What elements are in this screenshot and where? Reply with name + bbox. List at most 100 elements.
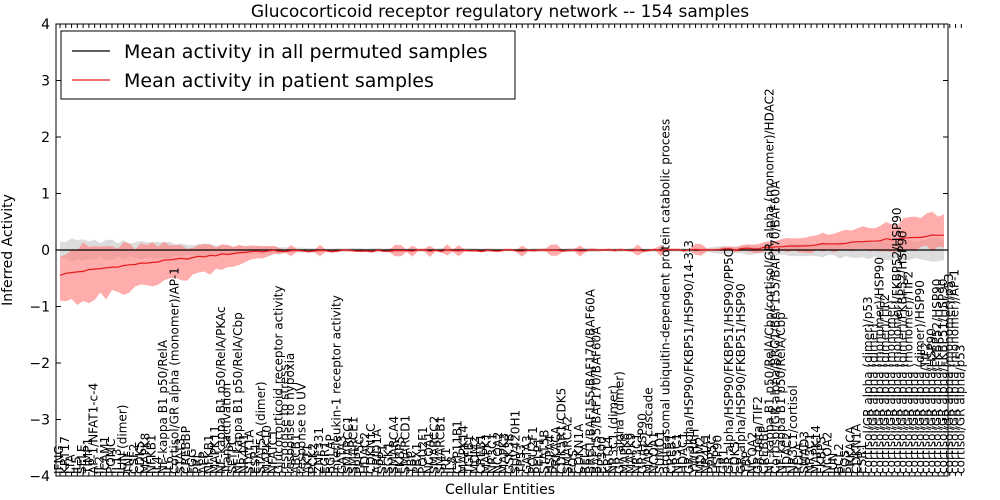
x-tick-label: response to hypoxia bbox=[283, 353, 297, 474]
x-tick-label: CDKN1A bbox=[849, 423, 863, 474]
x-tick-label: cortisol/GR alpha (monomer)/AP-1 bbox=[948, 269, 962, 474]
x-tick-label: NFKB1 bbox=[144, 434, 158, 474]
x-tick-label: TP53 bbox=[514, 444, 528, 475]
x-tick-label: IL5 bbox=[69, 456, 83, 474]
x-tick-label: cortisol/GR alpha (monomer)/TIF2 bbox=[901, 271, 915, 474]
y-tick-label: 4 bbox=[41, 17, 50, 33]
y-tick-label: −1 bbox=[29, 300, 50, 316]
x-tick-label: GR1 bbox=[716, 449, 730, 474]
x-tick-label: cortisol/GR alpha (dimer)/FKBP52/HSP90 bbox=[896, 231, 910, 474]
y-tick-label: 1 bbox=[41, 187, 50, 203]
x-tick-label: LTA bbox=[64, 454, 78, 474]
x-tick-label: cortisol/GR alpha bbox=[907, 371, 921, 474]
x-tick-label: AKT1 bbox=[300, 444, 314, 474]
x-tick-label: SUV420H1 bbox=[508, 410, 522, 474]
x-tick-label: RELA bbox=[578, 442, 592, 474]
x-tick-label: GSK3B bbox=[503, 433, 517, 474]
x-tick-label: SGK1 bbox=[381, 442, 395, 474]
x-tick-label: MAPK8 bbox=[139, 433, 153, 474]
x-tick-label: TBP bbox=[740, 451, 754, 475]
x-tick-label: HDAC1 bbox=[676, 432, 690, 474]
x-tick-label: cortisol/GR alpha (monomer)/HSP90 bbox=[872, 257, 886, 474]
x-tick-label: NFATC1 bbox=[266, 429, 280, 474]
x-tick-label: NR3C1/cortisol bbox=[786, 385, 800, 474]
x-tick-label: ICAM1 bbox=[98, 436, 112, 474]
x-tick-label: YWHAH bbox=[688, 429, 702, 475]
x-tick-label: NF-kappa B1 p50/RelA/PKAc bbox=[214, 306, 228, 474]
x-tick-label: NCOA1 bbox=[647, 432, 661, 474]
x-tick-label: SMARCD1 bbox=[399, 415, 413, 474]
x-tick-label: SMARCE1 bbox=[347, 416, 361, 474]
x-tick-label: NF-kappa B1 p50/RelA/Cbp bbox=[774, 312, 788, 474]
x-tick-label: HDAC2 bbox=[358, 432, 372, 474]
x-tick-label: SMARCC1 bbox=[341, 416, 355, 474]
x-tick-label: BCL2 bbox=[832, 443, 846, 474]
x-tick-label: IL4 bbox=[150, 456, 164, 474]
x-tick-label: IRF1 bbox=[439, 448, 453, 474]
legend-box bbox=[60, 30, 516, 100]
x-tick-label: KRT17 bbox=[58, 436, 72, 474]
x-axis-label: Cellular Entities bbox=[445, 482, 555, 498]
x-tick-label: KRT14 bbox=[601, 436, 615, 474]
plot-area bbox=[56, 211, 948, 305]
x-tick-label: CYP11B1 bbox=[451, 420, 465, 474]
x-tick-label: ZNF331 bbox=[312, 427, 326, 474]
x-tick-label: cortisol/GR alpha/FKBP51/HSP90 bbox=[936, 279, 950, 474]
x-tick-label: MAPK8 bbox=[618, 433, 632, 474]
x-tick-label: cortisol/GR alpha (monomer)/FKBP52/HSP90 bbox=[890, 207, 904, 474]
x-tick-label: GATA3 bbox=[520, 435, 534, 474]
x-tick-label: MAPK3 bbox=[497, 433, 511, 474]
x-tick-label: cortisol/GR alpha (monomer) bbox=[884, 300, 898, 474]
x-tick-label: GR alpha/HSP90/FKBP51/HSP90/14-3-3 bbox=[682, 240, 696, 474]
x-tick-label: CDKN1A bbox=[572, 423, 586, 474]
x-tick-label: response to UV bbox=[295, 382, 309, 474]
x-tick-label: CREBBP bbox=[179, 426, 193, 474]
x-tick-label: AFP bbox=[196, 452, 210, 474]
y-axis-ticks: −4 −3 −2 −1 0 1 2 3 4 bbox=[29, 17, 948, 485]
x-tick-label: SFTPC bbox=[225, 437, 239, 474]
x-tick-label: STAT3 bbox=[173, 438, 187, 474]
x-tick-label: cortisol/GR alpha (dimer)/HSP90 bbox=[913, 280, 927, 474]
legend-label-patient: Mean activity in patient samples bbox=[124, 70, 434, 92]
x-tick-label: IL2 bbox=[92, 456, 106, 474]
x-tick-label: MAPK10 bbox=[260, 425, 274, 474]
x-tick-label: cortisol/GR alpha/p53 bbox=[953, 344, 967, 474]
x-tick-label: IL8 bbox=[445, 456, 459, 474]
x-tick-label: CDK5 bbox=[728, 441, 742, 474]
x-tick-label: GR alpha/HSP90/FKBP51/HSP90 bbox=[734, 283, 748, 474]
x-tick-label: NF-kappa B1 p50/RelA bbox=[156, 339, 170, 474]
x-tick-label: CREB1 bbox=[474, 434, 488, 474]
x-tick-label: TBP bbox=[404, 451, 418, 475]
patient-confidence-band bbox=[60, 211, 944, 305]
x-tick-label: PRKACA bbox=[549, 425, 563, 474]
x-tick-label: PRKACA bbox=[844, 425, 858, 474]
y-tick-label: −3 bbox=[29, 413, 50, 429]
x-tick-label: SMARCA2 bbox=[560, 416, 574, 474]
x-tick-label: NR4A1 bbox=[699, 433, 713, 474]
x-tick-label: cortisol/GR alpha (dimer)/TIF2 bbox=[878, 294, 892, 474]
x-tick-label: CDKN1C bbox=[364, 424, 378, 474]
x-tick-label: IFNG bbox=[52, 445, 66, 474]
x-tick-label: POU2F1 bbox=[416, 426, 430, 474]
x-tick-label: MAPK14 bbox=[456, 425, 470, 474]
x-tick-label: RELA bbox=[792, 442, 806, 474]
x-tick-label: BRG1/BAF155/BAF170/BAF60A bbox=[584, 288, 598, 474]
x-tick-label: NFKB1 bbox=[202, 434, 216, 474]
x-tick-label: STAT5B bbox=[537, 430, 551, 475]
x-tick-label: SPP1 bbox=[376, 444, 390, 474]
x-tick-label: GR alpha/HSP90/FKBP51/HSP90/PP5C bbox=[722, 249, 736, 474]
x-tick-label: PPP5C bbox=[352, 436, 366, 474]
x-tick-label: GATA3 bbox=[335, 435, 349, 474]
x-tick-label: PPP5C bbox=[705, 436, 719, 474]
x-tick-label: JUN (dimer) bbox=[116, 405, 130, 475]
x-tick-label: FGG bbox=[185, 449, 199, 475]
x-tick-label: cortisol/GR alpha (dimer)/p53 bbox=[861, 296, 875, 474]
x-tick-label: NCOA1 bbox=[422, 432, 436, 474]
x-tick-label: proteasomal ubiquitin-dependent protein … bbox=[659, 119, 673, 474]
x-tick-label: NR3C1 (dimer) bbox=[607, 385, 621, 474]
x-tick-label: MDM2 bbox=[468, 436, 482, 474]
x-tick-label: ESR1 bbox=[248, 443, 262, 474]
x-tick-label: FOS bbox=[566, 450, 580, 474]
x-tick-label: cortisol/GR alpha/TIF2 bbox=[919, 342, 933, 474]
x-tick-label: HSP90 bbox=[711, 435, 725, 474]
